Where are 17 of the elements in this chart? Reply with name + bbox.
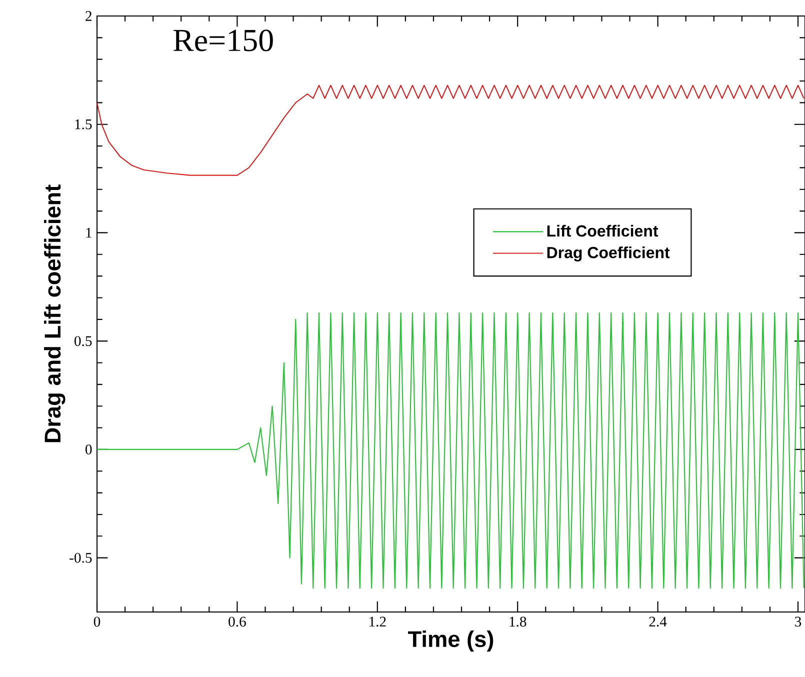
x-tick-label: 3: [795, 616, 802, 627]
y-tick-label: 0: [86, 444, 92, 454]
x-axis-title: Time (s): [408, 630, 494, 652]
y-tick-label: 2: [86, 11, 92, 21]
annotation: Re=150: [173, 30, 273, 52]
y-tick-label: 1.5: [75, 119, 92, 130]
y-tick-label: -0.5: [70, 552, 92, 563]
legend-label: Lift Coefficient: [547, 224, 658, 237]
y-axis-title: Drag and Lift coefficient: [44, 184, 66, 442]
x-tick-label: 0.6: [228, 616, 246, 627]
y-tick-label: 1: [86, 228, 92, 238]
x-tick-label: 0: [94, 616, 100, 627]
x-tick-label: 2.4: [649, 616, 667, 627]
y-tick-label: 0.5: [74, 336, 92, 346]
legend-label: Drag Coefficient: [547, 246, 670, 262]
x-tick-label: 1.8: [510, 616, 526, 627]
x-tick-label: 1.2: [370, 616, 386, 627]
